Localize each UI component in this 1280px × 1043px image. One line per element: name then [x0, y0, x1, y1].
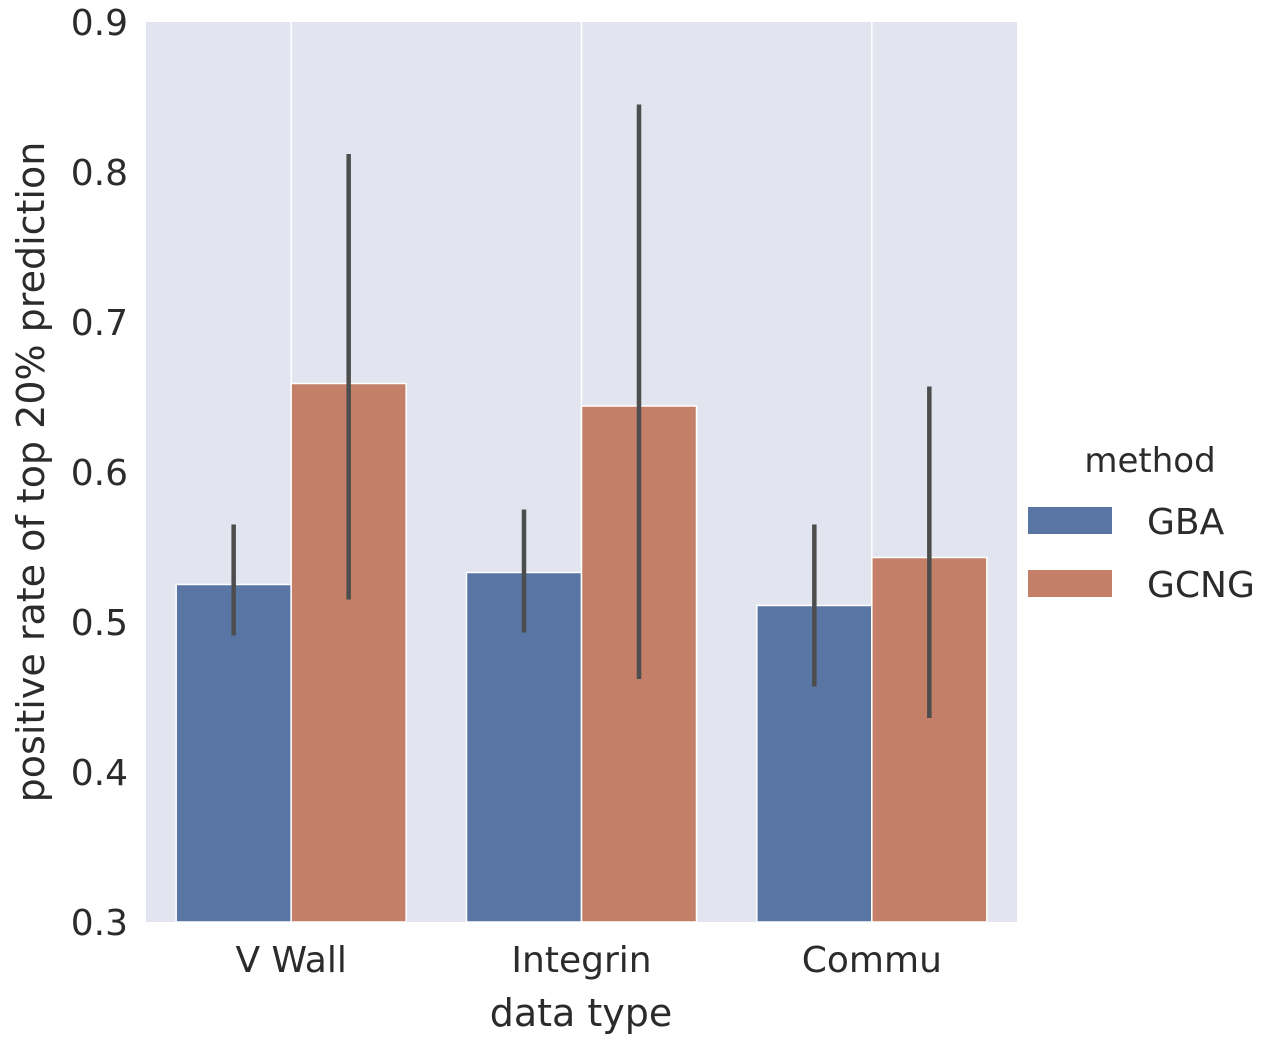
bar-gba-0 [175, 583, 292, 923]
legend-swatch-gba [1028, 507, 1112, 534]
error-bars [231, 104, 932, 718]
legend-label-gcng: GCNG [1147, 565, 1255, 606]
x-tick-label: V Wall [235, 940, 346, 981]
y-tick-label: 0.5 [71, 603, 128, 644]
legend-swatch-gcng [1028, 570, 1112, 597]
y-axis-label: positive rate of top 20% prediction [9, 142, 53, 803]
y-tick-label: 0.7 [71, 303, 128, 344]
x-axis-ticks: V Wall Integrin Commu [235, 940, 941, 981]
y-tick-label: 0.8 [71, 153, 128, 194]
x-tick-label: Commu [802, 940, 942, 981]
y-tick-label: 0.4 [71, 753, 128, 794]
y-tick-label: 0.6 [71, 453, 128, 494]
legend: method GBA GCNG [1028, 441, 1255, 606]
y-tick-label: 0.3 [71, 903, 128, 944]
x-tick-label: Integrin [511, 940, 651, 981]
y-tick-label: 0.9 [71, 3, 128, 44]
x-axis-label: data type [490, 991, 673, 1035]
legend-label-gba: GBA [1147, 502, 1225, 543]
y-axis-ticks: 0.3 0.4 0.5 0.6 0.7 0.8 0.9 [71, 3, 128, 944]
legend-title: method [1084, 441, 1215, 481]
